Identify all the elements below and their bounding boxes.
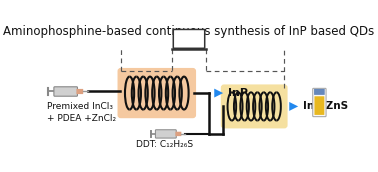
FancyBboxPatch shape <box>221 84 288 128</box>
FancyBboxPatch shape <box>314 96 324 115</box>
FancyBboxPatch shape <box>314 89 325 95</box>
FancyBboxPatch shape <box>313 88 326 117</box>
FancyBboxPatch shape <box>155 130 176 138</box>
FancyBboxPatch shape <box>173 29 205 48</box>
Text: Premixed InCl₃
+ PDEA +ZnCl₂: Premixed InCl₃ + PDEA +ZnCl₂ <box>47 103 116 123</box>
FancyBboxPatch shape <box>175 132 181 136</box>
FancyBboxPatch shape <box>76 89 83 94</box>
FancyBboxPatch shape <box>54 87 77 96</box>
FancyBboxPatch shape <box>118 68 196 118</box>
Text: Aminophosphine-based continuous synthesis of InP based QDs: Aminophosphine-based continuous synthesi… <box>3 25 375 38</box>
Text: InP: InP <box>228 88 248 98</box>
Text: DDT: C₁₂H₂₆S: DDT: C₁₂H₂₆S <box>136 140 193 149</box>
Text: InP/ZnS: InP/ZnS <box>302 101 348 111</box>
